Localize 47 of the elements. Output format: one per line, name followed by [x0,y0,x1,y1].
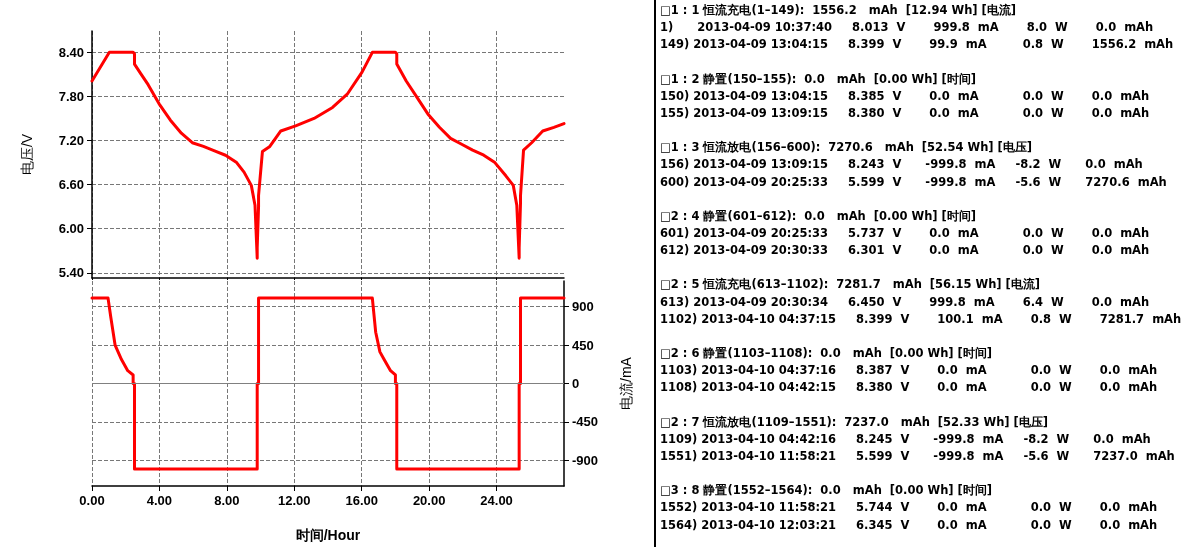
y2-axis-title: 电流/mA [618,356,634,410]
text: □3 : 8 静置(1552–1564): 0.0 mAh [0.00 Wh] [时间] [660,482,994,500]
y-axis-title: 电压/V [19,133,35,176]
text: □2 : 5 恒流充电(613–1102): 7281.7 mAh [56.15 Wh] [电流] [660,276,1042,294]
text: □2 : 4 静置(601–612): 0.0 mAh [0.00 Wh] [时间] [660,207,978,225]
text: 1103) 2013-04-10 04:37:16 8.387 V 0.0 mA 0.0 W 0.0 mAh [660,362,1159,380]
text: □2 : 7 恒流放电(1109–1551): 7237.0 mAh [52.33 Wh] [电压] [660,413,1050,431]
x-tick-label: 16.00 [345,493,378,508]
x-axis-title: 时间/Hour [295,527,361,543]
text: □1 : 3 恒流放电(156–600): 7270.6 mAh [52.54 Wh] [电压] [660,139,1034,157]
y-tick-label: 6.60 [58,177,84,193]
text: 1) 2013-04-09 10:37:40 8.013 V 999.8 mA 8.0 W 0.0 mAh [660,19,1155,37]
line-series [90,296,566,471]
y-tick-label: 7.80 [58,88,84,104]
text: 1102) 2013-04-10 04:37:15 8.399 V 100.1 mA 0.8 W 7281.7 mAh [660,310,1183,328]
line-series [90,50,566,260]
y2-tick-label: -900 [572,452,599,468]
text: □2 : 6 静置(1103–1108): 0.0 mAh [0.00 Wh] [时间] [660,345,994,363]
x-tick-label: 12.00 [278,493,311,508]
text: □1 : 2 静置(150–155): 0.0 mAh [0.00 Wh] [时间] [660,70,978,88]
y-tick-label: 7.20 [58,133,84,149]
x-tick-label: 0.00 [79,493,105,508]
text: 600) 2013-04-09 20:25:33 5.599 V -999.8 mA -5.6 W 7270.6 mAh [660,173,1168,191]
x-tick-label: 24.00 [480,493,513,508]
text: 1109) 2013-04-10 04:42:16 8.245 V -999.8 mA -8.2 W 0.0 mAh [660,430,1152,448]
x-tick-label: 20.00 [412,493,446,508]
text: □1 : 1 恒流充电(1–149): 1556.2 mAh [12.94 Wh] [电流] [660,2,1018,19]
x-tick-label: 8.00 [214,493,240,508]
y2-tick-label: 0 [572,376,580,391]
x-tick-label: 4.00 [146,493,173,508]
y2-tick-label: 450 [572,337,594,353]
y-tick-label: 8.40 [58,44,84,60]
text: 613) 2013-04-09 20:30:34 6.450 V 999.8 mA 6.4 W 0.0 mAh [660,293,1151,311]
y2-tick-label: -450 [572,414,599,430]
text: 1564) 2013-04-10 12:03:21 6.345 V 0.0 mA 0.0 W 0.0 mAh [660,516,1159,534]
text: 1108) 2013-04-10 04:42:15 8.380 V 0.0 mA 0.0 W 0.0 mAh [660,379,1159,397]
text: 612) 2013-04-09 20:30:33 6.301 V 0.0 mA 0.0 W 0.0 mAh [660,242,1151,260]
text: 155) 2013-04-09 13:09:15 8.380 V 0.0 mA 0.0 W 0.0 mAh [660,105,1151,122]
y2-tick-label: 900 [572,299,594,315]
text: 156) 2013-04-09 13:09:15 8.243 V -999.8 mA -8.2 W 0.0 mAh [660,156,1144,174]
y-tick-label: 5.40 [58,265,84,281]
text: 149) 2013-04-09 13:04:15 8.399 V 99.9 mA 0.8 W 1556.2 mAh [660,36,1175,54]
text: 1551) 2013-04-10 11:58:21 5.599 V -999.8 mA -5.6 W 7237.0 mAh [660,448,1176,466]
text: 1552) 2013-04-10 11:58:21 5.744 V 0.0 mA 0.0 W 0.0 mAh [660,499,1159,517]
y-tick-label: 6.00 [58,221,84,237]
text: 150) 2013-04-09 13:04:15 8.385 V 0.0 mA 0.0 W 0.0 mAh [660,87,1151,105]
text: 601) 2013-04-09 20:25:33 5.737 V 0.0 mA 0.0 W 0.0 mAh [660,225,1151,243]
